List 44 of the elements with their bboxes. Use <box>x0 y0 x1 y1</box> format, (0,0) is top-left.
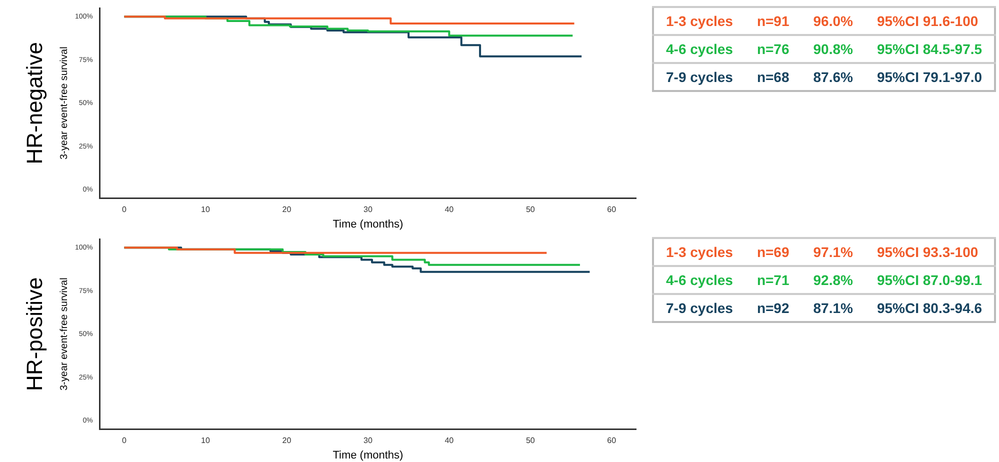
x-tick-label: 50 <box>526 205 536 214</box>
text: 95%CI 84.5-97.5 <box>864 35 996 63</box>
text: 95%CI 79.1-97.0 <box>864 63 996 91</box>
x-axis-title: Time (months) <box>332 218 404 230</box>
text: 95%CI 87.0-99.1 <box>864 266 996 294</box>
text: 1-3 cycles <box>653 7 745 35</box>
x-tick-label: 0 <box>122 205 128 214</box>
y-axis-title: 3-year event-free survival <box>58 278 70 391</box>
text: 1-3 cycles <box>653 238 745 266</box>
text: 95%CI 93.3-100 <box>864 238 996 266</box>
text: HR-negative <box>22 42 48 164</box>
text: 4-6 cycles <box>653 35 745 63</box>
x-tick-label: 20 <box>282 436 292 446</box>
x-tick-label: 60 <box>607 436 617 446</box>
text: n=76 <box>744 35 802 63</box>
text: n=92 <box>744 294 802 322</box>
y-axis-title: 3-year event-free survival <box>58 46 70 160</box>
text: 97.1% <box>801 238 865 266</box>
x-tick-label: 20 <box>282 205 292 214</box>
text: 4-6 cycles <box>653 266 745 294</box>
text: 7-9 cycles <box>653 294 745 322</box>
x-tick-label: 40 <box>444 205 454 214</box>
text: 96.0% <box>801 7 865 35</box>
text: 95%CI 91.6-100 <box>864 7 996 35</box>
x-tick-label: 10 <box>201 205 210 214</box>
x-axis-title: Time (months) <box>332 449 404 462</box>
x-tick-label: 0 <box>122 436 128 446</box>
x-tick-label: 60 <box>607 205 617 214</box>
text: 92.8% <box>801 266 865 294</box>
x-tick-label: 10 <box>201 436 210 446</box>
text: n=69 <box>744 238 802 266</box>
x-tick-label: 50 <box>526 436 536 446</box>
text: 87.1% <box>801 294 865 322</box>
text: n=91 <box>744 7 802 35</box>
text: 95%CI 80.3-94.6 <box>864 294 996 322</box>
x-tick-label: 40 <box>444 436 454 446</box>
text: HR-positive <box>22 277 48 391</box>
x-tick-label: 30 <box>364 205 373 214</box>
text: 90.8% <box>801 35 865 63</box>
text: n=68 <box>744 63 802 91</box>
x-tick-label: 30 <box>364 436 373 446</box>
text: 87.6% <box>801 63 865 91</box>
text: n=71 <box>744 266 802 294</box>
text: 7-9 cycles <box>653 63 745 91</box>
